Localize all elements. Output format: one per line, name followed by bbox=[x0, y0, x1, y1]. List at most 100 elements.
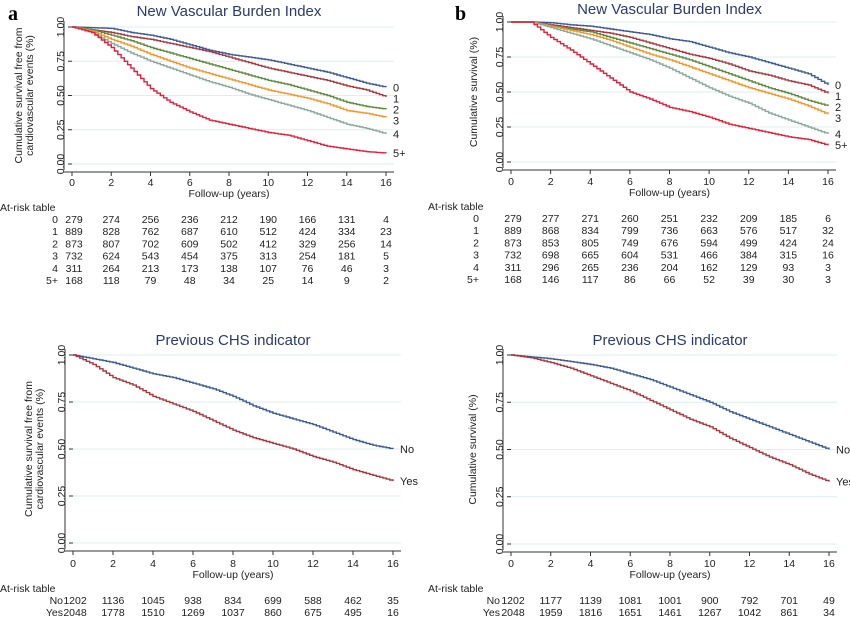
x-tick-label: 16 bbox=[387, 558, 399, 570]
y-tick-label: 0.75 bbox=[55, 51, 67, 72]
at-risk-count: 264 bbox=[102, 263, 120, 275]
at-risk-count: 254 bbox=[299, 251, 317, 263]
at-risk-count: 279 bbox=[504, 213, 522, 225]
at-risk-count: 604 bbox=[621, 250, 639, 262]
at-risk-count: 271 bbox=[581, 213, 599, 225]
x-tick-label: 12 bbox=[744, 558, 756, 570]
curve-end-label: 5+ bbox=[835, 140, 848, 152]
curve-end-label: 1 bbox=[835, 91, 841, 103]
at-risk-count: 1037 bbox=[221, 607, 245, 618]
at-risk-table-title: At-risk table bbox=[0, 202, 56, 214]
at-risk-count: 375 bbox=[220, 251, 238, 263]
panel-letter-b: b bbox=[455, 3, 466, 25]
x-tick-label: 12 bbox=[743, 176, 755, 188]
at-risk-count: 131 bbox=[338, 214, 356, 226]
y-tick-label: 1.00 bbox=[494, 345, 506, 366]
survival-curve-no bbox=[511, 354, 830, 450]
at-risk-count: 3 bbox=[825, 274, 831, 286]
at-risk-count: 900 bbox=[701, 595, 719, 607]
at-risk-row-label: 5+ bbox=[467, 274, 479, 286]
at-risk-count: 86 bbox=[624, 274, 636, 286]
x-tick-label: 0 bbox=[70, 558, 76, 570]
x-tick-label: 10 bbox=[267, 558, 279, 570]
chart-title: Previous CHS indicator bbox=[592, 332, 747, 349]
at-risk-row-label: Yes bbox=[483, 607, 500, 618]
at-risk-count: 2048 bbox=[501, 607, 525, 618]
at-risk-row-label: 0 bbox=[473, 213, 479, 225]
at-risk-count: 624 bbox=[102, 251, 120, 263]
at-risk-row-label: 4 bbox=[473, 262, 479, 274]
x-axis-title: Follow-up (years) bbox=[188, 188, 269, 200]
x-tick-label: 2 bbox=[548, 558, 554, 570]
at-risk-count: 861 bbox=[780, 607, 798, 618]
at-risk-count: 749 bbox=[621, 237, 639, 249]
survival-curve-5plus bbox=[72, 26, 387, 154]
curve-end-label: 4 bbox=[835, 129, 841, 141]
y-tick-label: 0.75 bbox=[56, 392, 68, 413]
x-tick-label: 10 bbox=[703, 176, 715, 188]
y-tick-label: 1.00 bbox=[55, 17, 67, 38]
x-tick-label: 0 bbox=[508, 558, 514, 570]
at-risk-count: 117 bbox=[582, 274, 599, 286]
x-tick-label: 6 bbox=[187, 177, 193, 189]
x-tick-label: 6 bbox=[627, 558, 633, 570]
x-tick-label: 0 bbox=[508, 176, 514, 188]
at-risk-count: 236 bbox=[621, 262, 639, 274]
at-risk-count: 166 bbox=[299, 214, 317, 226]
y-tick-label: 0.25 bbox=[56, 486, 68, 507]
at-risk-count: 502 bbox=[220, 238, 238, 250]
curve-end-label: 3 bbox=[393, 115, 399, 127]
at-risk-count: 16 bbox=[822, 250, 834, 262]
at-risk-count: 76 bbox=[302, 263, 314, 275]
at-risk-row-label: 3 bbox=[473, 250, 479, 262]
at-risk-count: 454 bbox=[181, 251, 199, 263]
at-risk-count: 14 bbox=[380, 238, 392, 250]
at-risk-count: 24 bbox=[822, 237, 834, 249]
at-risk-count: 868 bbox=[542, 225, 560, 237]
y-tick-label: 0.75 bbox=[494, 47, 506, 68]
at-risk-count: 23 bbox=[380, 226, 392, 238]
x-tick-label: 16 bbox=[823, 558, 835, 570]
x-tick-label: 16 bbox=[380, 177, 392, 189]
at-risk-count: 256 bbox=[338, 238, 356, 250]
at-risk-count: 204 bbox=[661, 262, 679, 274]
curve-end-label: Yes bbox=[836, 477, 850, 489]
at-risk-count: 25 bbox=[262, 275, 274, 287]
at-risk-row-label: 5+ bbox=[46, 275, 58, 287]
chart-title: Previous CHS indicator bbox=[155, 332, 310, 349]
x-axis-title: Follow-up (years) bbox=[629, 187, 710, 199]
x-tick-label: 8 bbox=[230, 558, 236, 570]
at-risk-count: 329 bbox=[299, 238, 317, 250]
at-risk-count: 315 bbox=[780, 250, 798, 262]
survival-curve-3 bbox=[72, 26, 387, 118]
at-risk-table-title: At-risk table bbox=[428, 583, 484, 595]
at-risk-count: 1816 bbox=[579, 607, 603, 618]
x-tick-label: 2 bbox=[110, 558, 116, 570]
x-tick-label: 14 bbox=[783, 558, 795, 570]
curve-end-label: No bbox=[836, 445, 850, 457]
at-risk-count: 736 bbox=[661, 225, 679, 237]
at-risk-table-title: At-risk table bbox=[0, 583, 56, 595]
at-risk-count: 1510 bbox=[141, 607, 165, 618]
survival-curve-4 bbox=[72, 26, 387, 134]
at-risk-count: 52 bbox=[703, 274, 715, 286]
chart-title: New Vascular Burden Index bbox=[137, 3, 322, 20]
x-tick-label: 12 bbox=[307, 558, 319, 570]
at-risk-count: 313 bbox=[259, 251, 277, 263]
at-risk-count: 1042 bbox=[738, 607, 762, 618]
at-risk-count: 687 bbox=[181, 226, 199, 238]
survival-curve-1 bbox=[511, 21, 829, 94]
at-risk-count: 129 bbox=[740, 262, 758, 274]
at-risk-row-label: No bbox=[487, 595, 501, 607]
at-risk-count: 732 bbox=[65, 251, 83, 263]
at-risk-count: 79 bbox=[145, 275, 157, 287]
at-risk-count: 1202 bbox=[501, 595, 525, 607]
curve-end-label: 0 bbox=[835, 80, 841, 92]
at-risk-count: 232 bbox=[700, 213, 718, 225]
survival-curve-2 bbox=[72, 26, 387, 110]
at-risk-count: 1651 bbox=[619, 607, 643, 618]
at-risk-count: 517 bbox=[780, 225, 798, 237]
at-risk-count: 699 bbox=[264, 595, 282, 607]
y-tick-label: 0.25 bbox=[55, 119, 67, 140]
y-tick-label: 0.25 bbox=[494, 117, 506, 138]
